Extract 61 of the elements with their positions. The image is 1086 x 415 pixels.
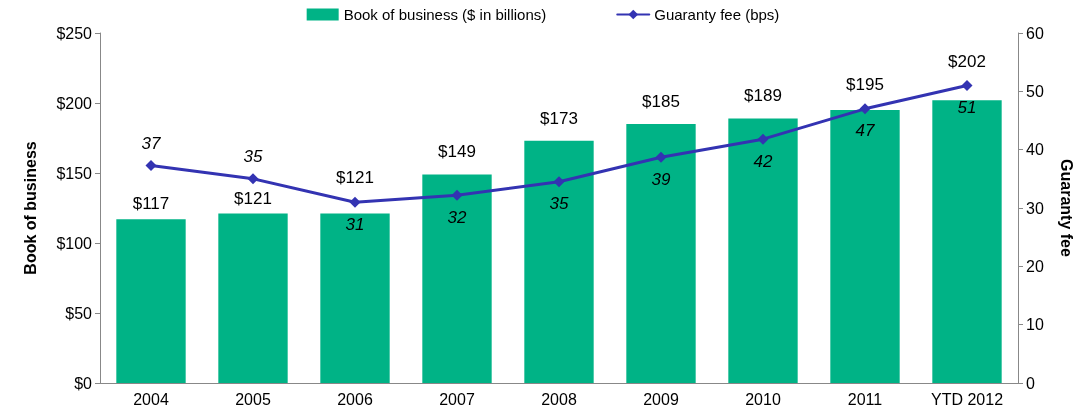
x-tick-label: 2004 <box>133 390 169 408</box>
point <box>859 103 871 115</box>
bar <box>932 100 1002 383</box>
data-label: 42 <box>753 151 773 171</box>
data-label: 39 <box>651 169 671 189</box>
y2-axis-title: Guaranty fee <box>1057 159 1075 258</box>
data-label: $173 <box>540 108 578 128</box>
x-tick-label: 2011 <box>847 390 883 408</box>
y-tick-label: $150 <box>56 164 93 182</box>
data-label: 51 <box>957 98 977 117</box>
y-tick-label: $0 <box>74 374 93 392</box>
x-tick-label: 2009 <box>643 390 679 408</box>
bar <box>728 118 798 383</box>
point <box>655 151 667 163</box>
bar <box>218 213 288 383</box>
data-label: $202 <box>948 51 986 71</box>
y2-tick-label: 60 <box>1026 24 1044 42</box>
point <box>145 159 157 171</box>
y2-tick-label: 0 <box>1026 374 1035 392</box>
bar <box>830 110 900 383</box>
data-label: $185 <box>642 92 680 111</box>
data-label: $121 <box>234 188 272 208</box>
y2-tick-label: 30 <box>1026 199 1044 217</box>
x-tick-label: YTD 2012 <box>930 390 1004 408</box>
x-tick-label: 2006 <box>337 390 373 408</box>
data-label: 35 <box>549 194 569 214</box>
x-tick-label: 2010 <box>745 390 781 408</box>
data-label: $149 <box>438 142 476 162</box>
y-tick-label: $250 <box>56 24 93 42</box>
x-tick-label: 2007 <box>439 390 475 408</box>
data-label: $195 <box>846 74 884 94</box>
y-tick-label: $100 <box>56 234 93 252</box>
data-label: 37 <box>141 133 161 153</box>
data-label: $121 <box>336 168 374 188</box>
data-label: 47 <box>855 121 875 141</box>
y2-tick-label: 40 <box>1026 141 1044 159</box>
bar <box>626 124 696 383</box>
data-label: $189 <box>744 86 782 106</box>
y-tick-label: $200 <box>56 94 93 112</box>
point <box>553 176 565 188</box>
data-label: 35 <box>243 147 263 167</box>
y2-tick-label: 50 <box>1026 82 1044 100</box>
point <box>757 133 769 145</box>
y2-tick-label: 20 <box>1026 257 1044 275</box>
x-tick-label: 2008 <box>541 390 577 408</box>
y-axis-title: Book of business <box>21 141 39 275</box>
legend-label: Guaranty fee (bps) <box>654 6 780 23</box>
data-label: 32 <box>447 207 467 227</box>
bar <box>422 174 492 383</box>
bar <box>320 213 390 383</box>
y-tick-label: $50 <box>65 304 93 322</box>
y2-tick-label: 10 <box>1026 316 1044 334</box>
point <box>247 173 259 185</box>
data-label: 31 <box>345 214 365 234</box>
point <box>349 196 361 208</box>
bar <box>116 219 186 383</box>
bar <box>524 140 594 383</box>
data-label: $117 <box>132 194 170 214</box>
point <box>961 80 973 91</box>
legend-label: Book of business ($ in billions) <box>343 6 547 23</box>
x-tick-label: 2005 <box>235 390 271 408</box>
